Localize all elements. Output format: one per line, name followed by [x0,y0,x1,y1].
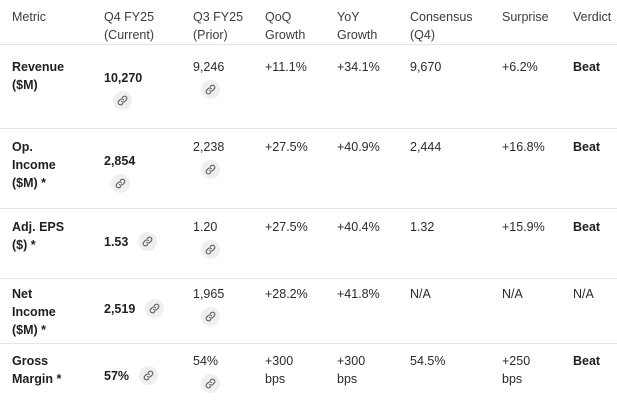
prior-value-cell: 1.20 [193,218,257,260]
link-icon [115,178,126,189]
prior-value-cell: 2,238 [193,138,257,180]
qoq-value: +27.5% [265,140,308,154]
metric-label: Adj. EPS ($) * [12,220,65,252]
prior-value-cell: 1,965 [193,285,257,327]
current-value-cell: 10,270 [104,69,178,111]
header-current: Q4 FY25 (Current) [104,10,155,42]
header-qoq: QoQ Growth [265,10,306,42]
surprise-value: +15.9% [502,220,545,234]
link-icon [205,378,216,389]
link-icon [143,236,153,247]
header-prior: Q3 FY25 (Prior) [193,10,244,42]
source-link-button[interactable] [139,366,159,385]
link-icon [205,84,216,95]
metric-label: Revenue ($M) [12,60,65,92]
header-yoy: YoY Growth [337,10,378,42]
current-value-cell: 57% [104,366,178,385]
yoy-value: +300 bps [337,354,366,386]
prior-value: 1.20 [193,220,218,234]
source-link-button[interactable] [201,307,220,326]
verdict-value: N/A [573,287,594,301]
header-verdict: Verdict [573,10,612,24]
table-header-row: Metric Q4 FY25 (Current) Q3 FY25 (Prior)… [0,8,617,45]
verdict-value: Beat [573,354,601,368]
source-link-button[interactable] [201,240,220,259]
current-value: 1.53 [104,234,129,249]
prior-value: 54% [193,354,219,368]
surprise-value: +250 bps [502,354,531,386]
current-value-cell: 1.53 [104,232,178,251]
table-row: Adj. EPS ($) * 1.53 1.20 +27.5% +40.4% 1… [0,218,617,279]
qoq-value: +27.5% [265,220,308,234]
source-link-button[interactable] [145,299,165,318]
source-link-button[interactable] [138,232,158,251]
table-row: Op. Income ($M) * 2,854 2,238 +27.5% +40… [0,138,617,209]
source-link-button[interactable] [201,374,220,393]
verdict-value: Beat [573,220,601,234]
surprise-value: +6.2% [502,60,538,74]
link-icon [143,370,154,381]
verdict-value: Beat [573,60,601,74]
prior-value: 1,965 [193,287,225,301]
yoy-value: +41.8% [337,287,380,301]
yoy-value: +40.9% [337,140,380,154]
yoy-value: +34.1% [337,60,380,74]
table-row: Gross Margin * 57% 54% +300 bps +300 bps… [0,352,617,406]
prior-value-cell: 54% [193,352,257,394]
current-value: 2,854 [104,154,136,168]
link-icon [149,303,160,314]
source-link-button[interactable] [113,91,132,110]
yoy-value: +40.4% [337,220,380,234]
qoq-value: +28.2% [265,287,308,301]
prior-value: 2,238 [193,140,225,154]
prior-value: 9,246 [193,60,225,74]
header-surprise: Surprise [502,10,549,24]
consensus-value: 54.5% [410,354,446,368]
qoq-value: +300 bps [265,354,294,386]
current-value: 10,270 [104,71,143,85]
prior-value-cell: 9,246 [193,58,257,100]
current-value: 2,519 [104,301,136,316]
table-row: Net Income ($M) * 2,519 1,965 +28.2% +41… [0,285,617,344]
source-link-button[interactable] [201,160,220,179]
link-icon [117,95,128,106]
consensus-value: N/A [410,287,431,301]
current-value-cell: 2,519 [104,299,178,318]
link-icon [205,311,216,322]
header-metric: Metric [12,10,47,24]
source-link-button[interactable] [111,174,130,193]
current-value-cell: 2,854 [104,152,178,194]
surprise-value: N/A [502,287,523,301]
table-row: Revenue ($M) 10,270 9,246 +11.1% +34.1% … [0,58,617,129]
metric-label: Gross Margin * [12,354,62,386]
header-consensus: Consensus (Q4) [410,10,473,42]
surprise-value: +16.8% [502,140,545,154]
metric-label: Net Income ($M) * [12,287,56,337]
source-link-button[interactable] [201,80,220,99]
link-icon [205,244,216,255]
qoq-value: +11.1% [265,60,307,74]
current-value: 57% [104,368,130,383]
consensus-value: 1.32 [410,220,435,234]
verdict-value: Beat [573,140,601,154]
consensus-value: 9,670 [410,60,442,74]
metric-label: Op. Income ($M) * [12,140,56,190]
link-icon [205,164,216,175]
consensus-value: 2,444 [410,140,442,154]
